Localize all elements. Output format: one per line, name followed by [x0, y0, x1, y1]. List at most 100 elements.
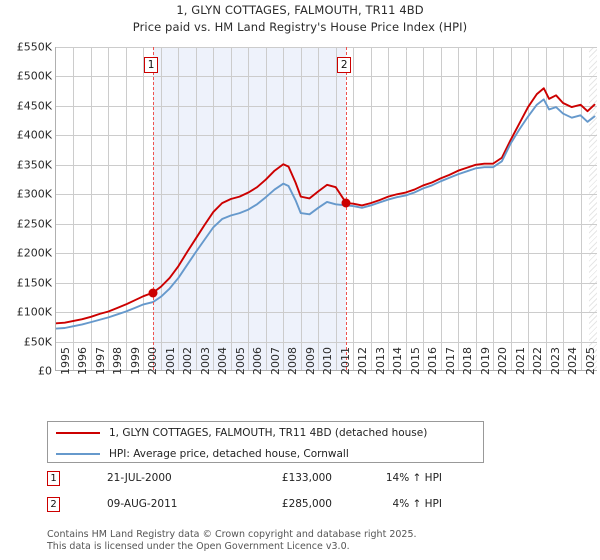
gridline [353, 47, 355, 370]
gridline [265, 47, 267, 370]
transaction-date-2: 09-AUG-2011 [107, 498, 178, 510]
x-tick-label: 1996 [76, 347, 90, 375]
x-tick-label: 2019 [478, 347, 492, 375]
transaction-marker-label[interactable]: 1 [144, 57, 159, 73]
gridline [388, 47, 390, 370]
x-tick-label: 2020 [496, 347, 510, 375]
gridline [178, 47, 180, 370]
gridline [108, 47, 110, 370]
gridline [423, 47, 425, 370]
transaction-delta-1: 14% ↑ HPI [385, 472, 442, 484]
attribution-footer: Contains HM Land Registry data © Crown c… [47, 529, 587, 552]
x-tick-label: 2000 [146, 347, 160, 375]
x-tick-label: 2015 [408, 347, 422, 375]
transactions-table: 1 21-JUL-2000 £133,000 14% ↑ HPI 2 09-AU… [47, 470, 517, 522]
gridline [213, 47, 215, 370]
transaction-guide-line [346, 47, 348, 370]
page-title: 1, GLYN COTTAGES, FALMOUTH, TR11 4BD Pri… [0, 2, 600, 36]
y-tick-label: £350K [16, 158, 52, 172]
gridline [230, 47, 232, 370]
legend-label-hpi: HPI: Average price, detached house, Corn… [109, 447, 349, 460]
y-tick-label: £50K [23, 335, 52, 349]
legend-label-property: 1, GLYN COTTAGES, FALMOUTH, TR11 4BD (de… [109, 426, 428, 439]
x-tick-label: 2016 [426, 347, 440, 375]
gridline [56, 312, 597, 314]
gridline [160, 47, 162, 370]
gridline [56, 76, 597, 78]
gridline [56, 223, 597, 225]
y-tick-label: £300K [16, 187, 52, 201]
y-tick-label: £550K [16, 40, 52, 54]
gridline [440, 47, 442, 370]
x-tick-label: 2012 [356, 347, 370, 375]
gridline [56, 135, 597, 137]
gridline [56, 47, 597, 48]
title-line-1: 1, GLYN COTTAGES, FALMOUTH, TR11 4BD [176, 3, 424, 17]
gridline [300, 47, 302, 370]
x-tick-label: 2008 [286, 347, 300, 375]
gridline [56, 341, 597, 343]
x-tick-label: 2021 [513, 347, 527, 375]
x-tick-label: 1995 [59, 347, 72, 375]
gridline [475, 47, 477, 370]
transaction-delta-2: 4% ↑ HPI [392, 498, 442, 510]
title-line-2: Price paid vs. HM Land Registry's House … [132, 20, 468, 34]
x-tick-label: 2022 [531, 347, 545, 375]
gridline [545, 47, 547, 370]
gridline [90, 47, 92, 370]
x-tick-label: 2017 [443, 347, 457, 375]
legend-item-property: 1, GLYN COTTAGES, FALMOUTH, TR11 4BD (de… [48, 422, 483, 443]
transaction-index-2: 2 [47, 497, 60, 512]
x-tick-label: 1999 [128, 347, 142, 375]
transaction-marker-label[interactable]: 2 [337, 57, 352, 73]
footer-line-1: Contains HM Land Registry data © Crown c… [47, 529, 417, 540]
x-tick-label: 2010 [321, 347, 335, 375]
table-row[interactable]: 1 21-JUL-2000 £133,000 14% ↑ HPI [47, 470, 517, 496]
x-tick-label: 2014 [391, 347, 405, 375]
transaction-point[interactable] [341, 198, 351, 208]
gridline [73, 47, 75, 370]
gridline [56, 194, 597, 196]
x-tick-label: 2023 [548, 347, 562, 375]
transaction-index-1: 1 [47, 471, 60, 486]
gridline [143, 47, 145, 370]
gridline [56, 282, 597, 284]
footer-line-2: This data is licensed under the Open Gov… [47, 540, 350, 552]
gridline [405, 47, 407, 370]
gridline [283, 47, 285, 370]
gridline [125, 47, 127, 370]
x-tick-label: 2011 [338, 347, 352, 375]
x-tick-label: 2024 [566, 347, 580, 375]
x-tick-label: 2005 [233, 347, 247, 375]
x-tick-label: 2009 [303, 347, 317, 375]
gridline [458, 47, 460, 370]
x-tick-label: 2004 [216, 347, 230, 375]
x-tick-label: 2006 [251, 347, 265, 375]
gridline [56, 164, 597, 166]
gridline [370, 47, 372, 370]
y-tick-label: £400K [16, 128, 52, 142]
x-tick-label: 1998 [111, 347, 125, 375]
gridline [563, 47, 565, 370]
series-line-hpi [56, 98, 596, 330]
gridline [580, 47, 582, 370]
x-tick-label: 2013 [373, 347, 387, 375]
transaction-point[interactable] [148, 288, 158, 298]
table-row[interactable]: 2 09-AUG-2011 £285,000 4% ↑ HPI [47, 496, 517, 522]
provisional-data-band [589, 47, 597, 370]
gridline [56, 105, 597, 107]
y-tick-label: £500K [16, 69, 52, 83]
chart-legend: 1, GLYN COTTAGES, FALMOUTH, TR11 4BD (de… [47, 421, 484, 463]
y-tick-label: £100K [16, 305, 52, 319]
transaction-guide-line [153, 47, 155, 370]
y-tick-label: £0 [38, 364, 52, 378]
transaction-price-1: £133,000 [281, 472, 332, 484]
gridline [335, 47, 337, 370]
transaction-price-2: £285,000 [281, 498, 332, 510]
y-tick-label: £450K [16, 99, 52, 113]
x-tick-label: 2007 [268, 347, 282, 375]
legend-swatch-property [56, 431, 100, 434]
gridline [510, 47, 512, 370]
